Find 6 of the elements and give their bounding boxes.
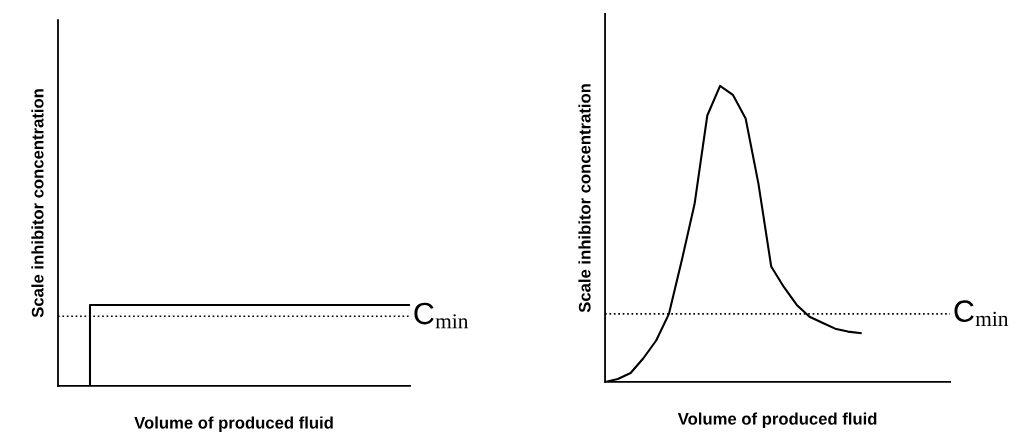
- x-axis-title: Volume of produced fluid: [134, 416, 333, 432]
- ref-line-label: C$_{min}$: [954, 300, 1009, 326]
- y-axis-title: Scale inhibitor concentration: [578, 84, 591, 313]
- y-axis-title: Scale inhibitor concentration: [31, 89, 44, 318]
- ref-line-label: C$_{min}$: [414, 302, 469, 329]
- x-axis-title: Volume of produced fluid: [677, 412, 877, 429]
